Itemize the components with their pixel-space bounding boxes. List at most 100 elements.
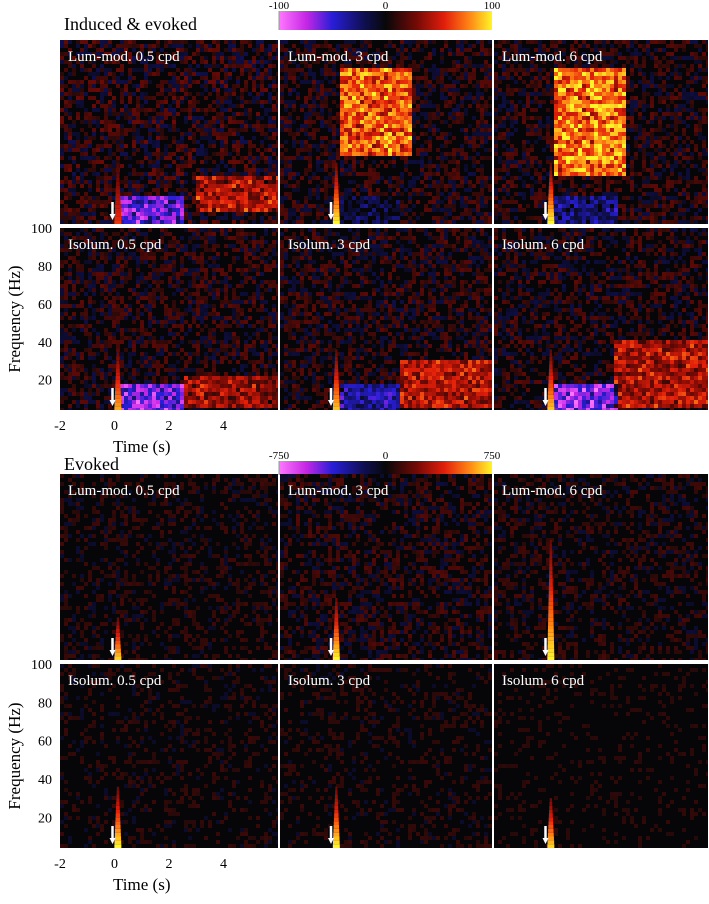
onset-transient (115, 817, 121, 822)
onset-transient (547, 832, 554, 837)
onset-transient (115, 375, 121, 380)
onset-transient (549, 567, 553, 571)
onset-transient (334, 625, 339, 629)
onset-transient (548, 586, 553, 591)
x-tick-label: -2 (54, 857, 66, 872)
stimulus-arrow-head (109, 650, 116, 656)
onset-transient (335, 166, 338, 171)
onset-transient (334, 617, 339, 622)
panel: Lum-mod. 0.5 cpd (60, 474, 278, 660)
onset-transient (116, 353, 120, 357)
onset-transient (333, 197, 339, 201)
onset-transient (116, 360, 120, 365)
onset-transient (548, 387, 554, 392)
x-tick-label: 0 (111, 419, 118, 434)
x-tick-label: -2 (54, 419, 66, 434)
onset-transient (547, 629, 554, 633)
spectrogram-field (60, 664, 278, 848)
panel: Isolum. 3 cpd (280, 228, 492, 410)
onset-transient (114, 836, 122, 841)
onset-transient (115, 828, 121, 833)
spectrogram-field (280, 474, 492, 660)
colorbar (279, 461, 492, 475)
onset-transient (548, 828, 554, 833)
onset-transient (548, 201, 554, 205)
panel: Lum-mod. 3 cpd (280, 40, 492, 224)
panel-label: Lum-mod. 6 cpd (502, 483, 603, 499)
onset-transient (548, 617, 554, 622)
onset-transient (547, 406, 555, 410)
onset-transient (549, 547, 553, 552)
onset-transient (547, 644, 555, 649)
onset-transient (332, 656, 340, 660)
onset-transient (115, 197, 121, 201)
y-axis-label: Frequency (Hz) (5, 702, 24, 809)
section-induced-evoked: Induced & evoked -100 0 100 Lum-mod. 0.5 cpd… (5, 0, 708, 456)
onset-transient (549, 805, 553, 810)
panel: Isolum. 0.5 cpd (60, 228, 278, 410)
panel-label: Lum-mod. 3 cpd (288, 49, 389, 65)
onset-transient (332, 840, 340, 845)
panel: Lum-mod. 6 cpd (494, 474, 708, 660)
onset-transient (548, 821, 554, 825)
onset-transient (115, 825, 121, 829)
colorbar-tick-label: -100 (269, 0, 290, 12)
spectrogram-field (494, 474, 708, 660)
onset-transient (548, 368, 553, 373)
x-tick-label: 4 (220, 419, 227, 434)
section-evoked: Evoked -750 0 750 Lum-mod. 0.5 cpd Lum-mod. 3… (5, 450, 708, 894)
colorbar-tick-label: 750 (484, 450, 501, 462)
onset-transient (335, 601, 338, 606)
onset-transient (547, 394, 554, 399)
onset-transient (547, 652, 555, 657)
onset-transient (114, 652, 122, 657)
onset-transient (333, 383, 339, 388)
panel: Isolum. 6 cpd (494, 664, 708, 848)
onset-transient (116, 166, 120, 171)
y-tick-label: 60 (38, 298, 52, 313)
onset-transient (116, 162, 119, 167)
onset-transient (547, 212, 555, 217)
onset-transient (115, 204, 121, 209)
onset-transient (332, 844, 340, 848)
onset-transient (115, 185, 120, 190)
spectrogram-field (494, 228, 708, 410)
panel: Lum-mod. 6 cpd (494, 40, 708, 224)
spectrogram-field (60, 40, 278, 224)
onset-transient (333, 391, 340, 395)
onset-transient (335, 162, 338, 167)
y-tick-label: 40 (38, 336, 52, 351)
stimulus-arrow-head (328, 400, 334, 406)
panel-label: Isolum. 3 cpd (288, 673, 371, 689)
onset-transient (547, 632, 554, 637)
y-tick-label: 100 (31, 658, 52, 673)
onset-transient (333, 644, 340, 649)
onset-transient (114, 406, 122, 410)
onset-transient (333, 640, 340, 645)
onset-transient (114, 840, 122, 845)
onset-transient (548, 193, 554, 198)
stimulus-arrow-head (328, 214, 334, 220)
onset-transient (332, 652, 340, 657)
onset-transient (334, 805, 339, 810)
onset-transient (549, 356, 553, 361)
onset-transient (548, 375, 554, 380)
onset-transient (547, 204, 554, 209)
panel: Isolum. 6 cpd (494, 228, 708, 410)
onset-transient (549, 802, 553, 806)
onset-transient (549, 809, 553, 814)
stimulus-arrow-head (109, 838, 116, 844)
onset-transient (548, 613, 554, 618)
onset-transient (548, 181, 553, 186)
onset-transient (116, 794, 120, 799)
onset-transient (334, 189, 339, 194)
onset-transient (115, 640, 121, 645)
onset-transient (549, 162, 552, 167)
onset-transient (334, 178, 339, 182)
onset-transient (333, 648, 340, 653)
x-tick-label: 0 (111, 857, 118, 872)
onset-transient (333, 825, 340, 829)
colorbar-tick-label: 100 (484, 0, 501, 12)
onset-transient (115, 189, 121, 194)
onset-transient (334, 809, 339, 814)
